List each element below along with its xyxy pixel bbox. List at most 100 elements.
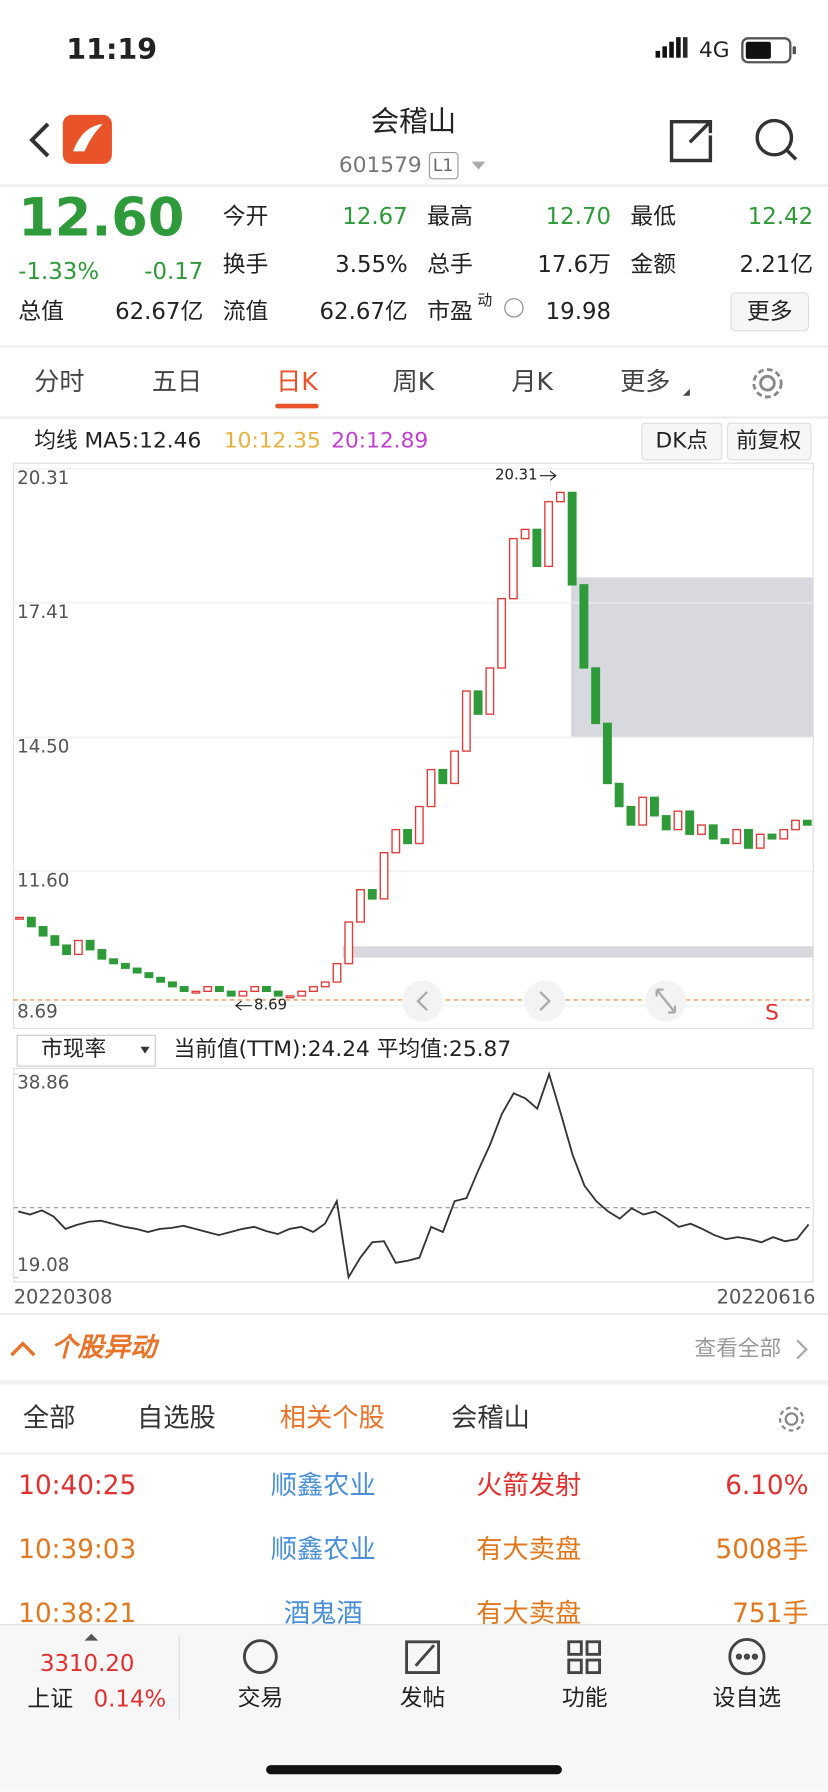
field-label: 今开 xyxy=(223,204,269,230)
candle xyxy=(167,981,177,988)
tab[interactable]: 五日 xyxy=(152,367,202,396)
alert-stock[interactable]: 酒鬼酒 xyxy=(284,1599,363,1629)
nav-label[interactable]: 发帖 xyxy=(400,1685,446,1711)
min-arrow xyxy=(234,1000,252,1011)
candle xyxy=(73,939,83,956)
nav-label[interactable]: 功能 xyxy=(562,1685,608,1711)
alert-value[interactable]: 6.10% xyxy=(725,1471,808,1501)
candle xyxy=(438,768,448,785)
dropdown-arrow[interactable] xyxy=(140,1046,150,1054)
pe-selector[interactable] xyxy=(16,1034,156,1067)
more-button[interactable] xyxy=(730,292,810,332)
search-button[interactable] xyxy=(755,118,798,161)
candle xyxy=(732,828,742,845)
chart-nav[interactable] xyxy=(402,980,687,1022)
alert-stock[interactable]: 顺鑫农业 xyxy=(271,1535,376,1565)
candle xyxy=(156,976,166,983)
candle xyxy=(802,819,812,826)
back-button[interactable] xyxy=(29,122,50,158)
nav-label[interactable]: 设自选 xyxy=(713,1685,782,1711)
candle xyxy=(15,916,25,920)
tab[interactable]: 分时 xyxy=(34,367,84,396)
signal-icon xyxy=(655,37,688,58)
candle xyxy=(285,995,295,999)
field-label: 总手 xyxy=(427,252,473,278)
alert-time[interactable]: 10:39:03 xyxy=(18,1535,136,1565)
candle xyxy=(485,667,495,715)
tab[interactable]: 月K xyxy=(511,367,553,396)
dk-label[interactable]: DK点 xyxy=(656,428,709,453)
candle xyxy=(191,990,201,994)
ma5-label: 均线 MA5:12.46 xyxy=(34,428,201,453)
tab[interactable]: 周K xyxy=(393,367,435,396)
alert-time[interactable]: 10:40:25 xyxy=(18,1471,136,1501)
candle xyxy=(403,828,412,845)
field-value: 12.42 xyxy=(748,204,813,230)
field-value: 17.6万 xyxy=(537,252,611,278)
candle xyxy=(273,990,283,997)
alert-tab[interactable]: 相关个股 xyxy=(280,1404,385,1434)
date-end: 20220616 xyxy=(717,1286,816,1309)
footer xyxy=(0,1624,828,1792)
level-box xyxy=(428,151,459,180)
candle xyxy=(661,815,671,831)
candle xyxy=(532,528,542,568)
alert-value[interactable]: 751手 xyxy=(732,1599,808,1629)
date-start: 20220308 xyxy=(14,1286,113,1309)
y-tick-label: 14.50 xyxy=(17,737,69,758)
index-name[interactable]: 上证 xyxy=(27,1687,73,1713)
adjust-button[interactable] xyxy=(726,422,812,461)
candle xyxy=(520,528,530,540)
alert-stock[interactable]: 顺鑫农业 xyxy=(271,1471,376,1501)
change: -0.17 xyxy=(144,259,203,285)
pe-summary: 当前值(TTM):24.24 平均值:25.87 xyxy=(174,1037,512,1062)
alert-event[interactable]: 有大卖盘 xyxy=(476,1599,581,1629)
index-change[interactable]: 0.14% xyxy=(94,1687,167,1713)
alert-event[interactable]: 有大卖盘 xyxy=(476,1535,581,1565)
nav-label[interactable]: 交易 xyxy=(238,1685,284,1711)
alert-value[interactable]: 5008手 xyxy=(716,1535,809,1565)
cap-label: 总值 xyxy=(18,299,64,325)
settings-button[interactable] xyxy=(752,368,783,399)
chevron[interactable] xyxy=(796,1339,808,1360)
info-icon[interactable] xyxy=(504,298,524,318)
adjust-label[interactable]: 前复权 xyxy=(736,428,801,453)
tab[interactable]: 日K xyxy=(276,367,318,396)
network-label: 4G xyxy=(699,38,730,63)
tab[interactable]: 更多 xyxy=(620,367,670,396)
level-label: L1 xyxy=(433,156,453,176)
change-pct: -1.33% xyxy=(18,259,99,285)
stock-code: 601579 xyxy=(339,153,422,178)
app-logo xyxy=(62,114,112,164)
dk-button[interactable] xyxy=(641,422,723,461)
index-value[interactable]: 3310.20 xyxy=(40,1651,134,1677)
candle xyxy=(544,500,554,568)
candle xyxy=(320,981,330,988)
signal-s: S xyxy=(765,1001,779,1026)
collapse-icon[interactable] xyxy=(10,1341,36,1357)
more-label[interactable]: 更多 xyxy=(747,299,793,325)
dropdown-arrow[interactable] xyxy=(471,161,486,170)
candle xyxy=(356,889,365,923)
candle xyxy=(379,852,389,900)
alerts-title: 个股异动 xyxy=(51,1333,160,1363)
field-label: 流值 xyxy=(223,299,269,325)
max-label: 20.31 xyxy=(495,467,537,484)
candle xyxy=(132,967,142,974)
candle xyxy=(426,768,436,808)
alert-tab[interactable]: 全部 xyxy=(23,1404,76,1434)
candle xyxy=(602,722,612,785)
max-arrow xyxy=(539,470,557,481)
pe-selector-label[interactable]: 市现率 xyxy=(41,1037,106,1062)
candle xyxy=(497,597,507,669)
alert-time[interactable]: 10:38:21 xyxy=(18,1599,136,1629)
candle xyxy=(144,972,154,979)
alert-settings[interactable] xyxy=(778,1406,805,1432)
support-zone xyxy=(342,946,814,958)
share-button[interactable] xyxy=(669,119,713,163)
y-tick-label: 38.86 xyxy=(17,1072,69,1093)
alert-event[interactable]: 火箭发射 xyxy=(476,1471,581,1501)
view-all[interactable]: 查看全部 xyxy=(694,1336,781,1361)
alert-tab[interactable]: 自选股 xyxy=(137,1404,216,1434)
alert-tab[interactable]: 会稽山 xyxy=(451,1404,530,1434)
